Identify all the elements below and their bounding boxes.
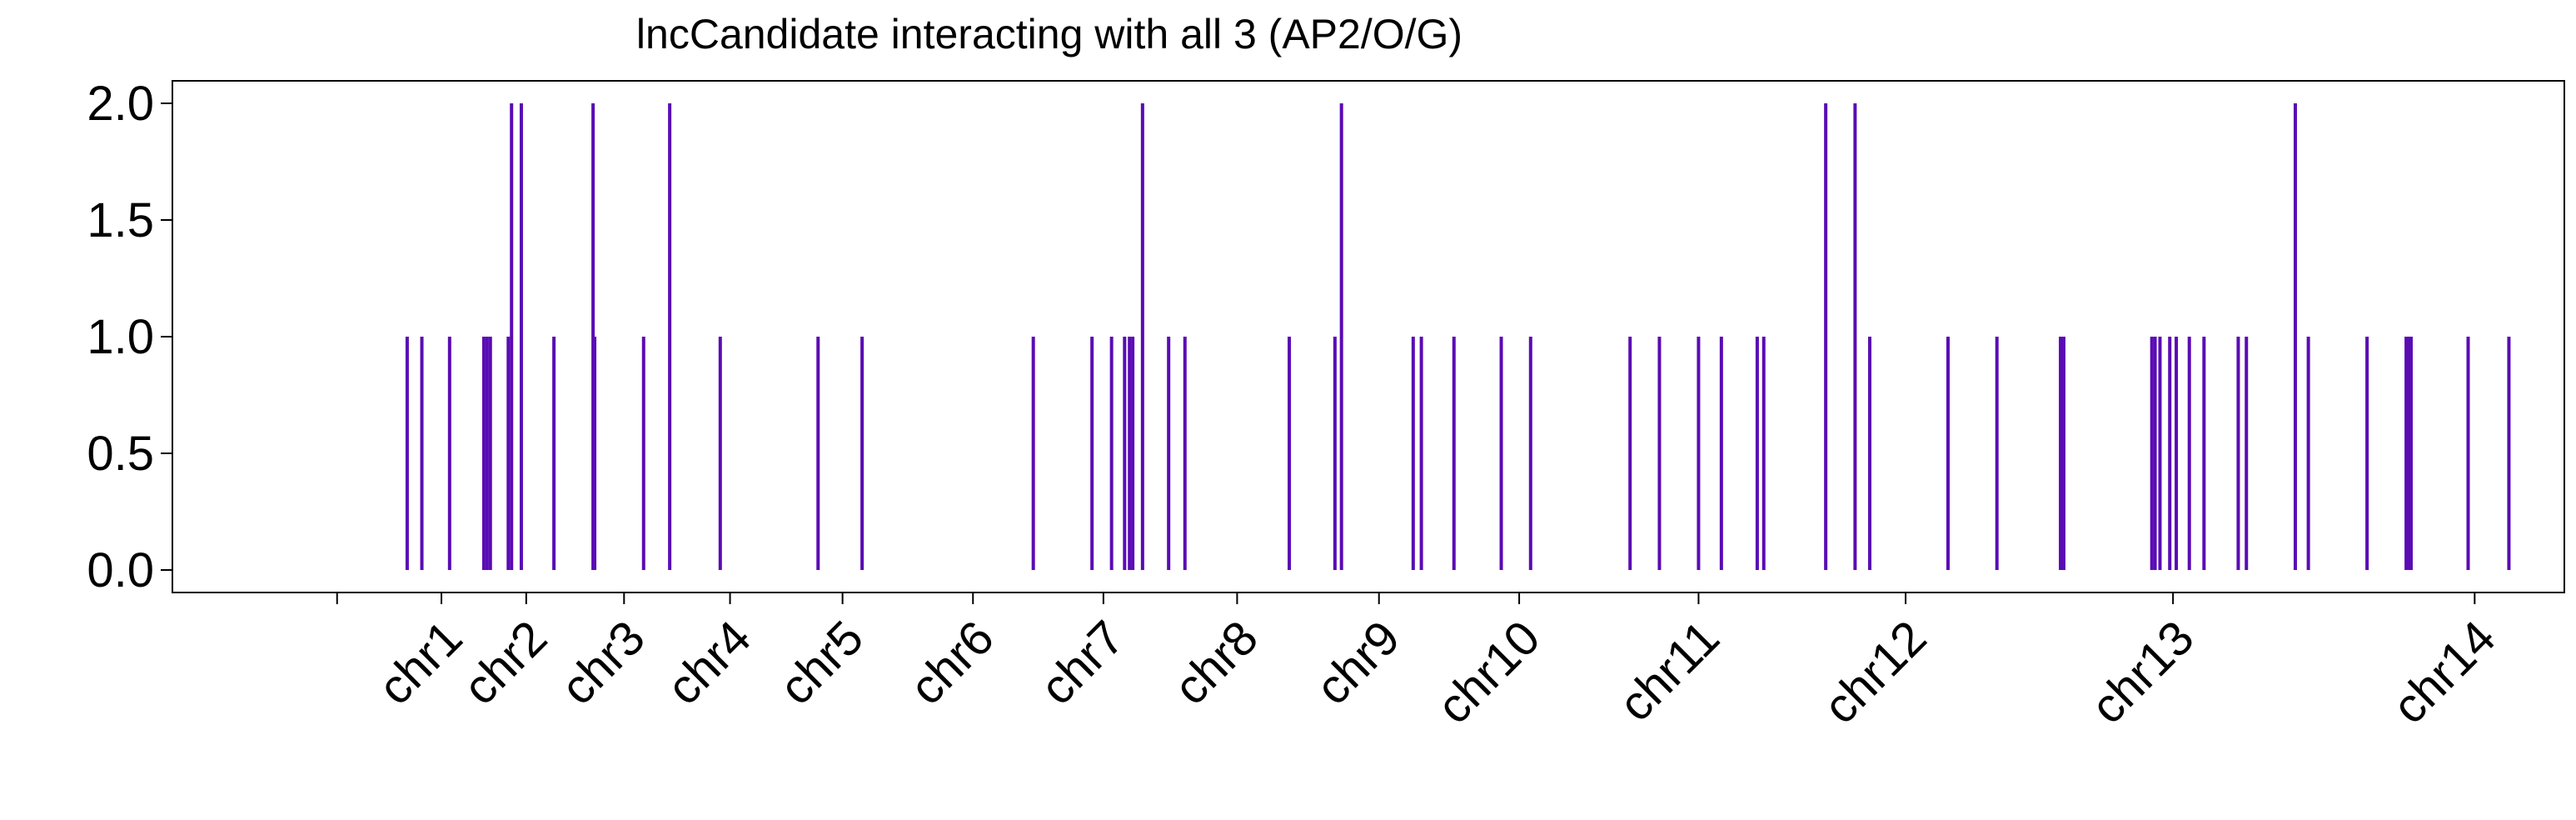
x-tick-label: chr8 [1163,611,1268,716]
x-tick-label: chr4 [656,611,761,716]
x-tick-label: chr6 [899,611,1004,716]
y-tick-label: 1.5 [87,193,154,248]
y-tick-label: 2.0 [87,77,154,131]
x-tick-label: chr12 [1813,611,1937,735]
bars-group [405,103,2511,570]
y-tick-label: 1.0 [87,310,154,364]
x-tick-label: chr13 [2080,611,2205,735]
x-tick-label: chr7 [1030,611,1135,716]
x-tick-label: chr5 [769,611,874,716]
x-tick-label: chr2 [453,611,558,716]
chart-title: lncCandidate interacting with all 3 (AP2… [636,11,1462,58]
plot-frame [172,80,2565,593]
x-tick-label: chr1 [368,611,473,716]
y-tick-label: 0.5 [87,427,154,481]
y-tick-label: 0.0 [87,543,154,598]
x-tick-label: chr9 [1305,611,1410,716]
x-tick-label: chr11 [1608,611,1730,732]
y-axis: 0.0 0.5 1.0 1.5 2.0 [87,77,172,598]
x-tick-label: chr10 [1427,611,1551,735]
x-tick-label: chr3 [551,611,655,716]
x-tick-label: chr14 [2382,611,2506,735]
